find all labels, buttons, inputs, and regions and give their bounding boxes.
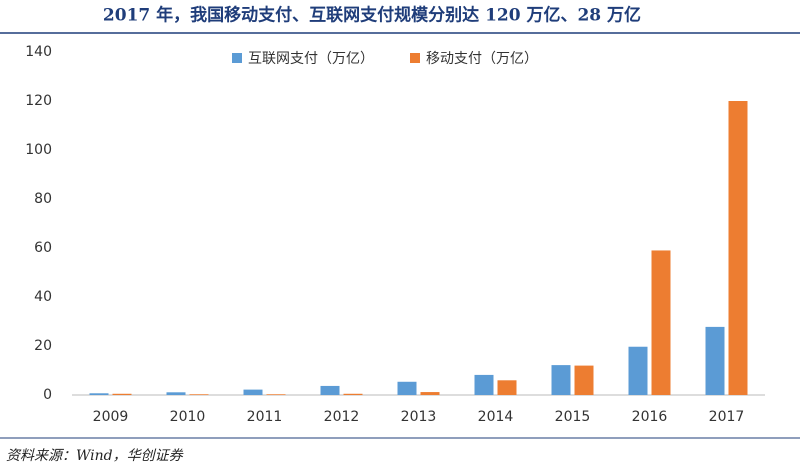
bar (705, 326, 725, 395)
bar (343, 393, 363, 395)
y-tick-label: 100 (25, 142, 52, 158)
bar (628, 346, 648, 395)
y-tick-label: 80 (34, 191, 52, 207)
y-tick-label: 20 (34, 338, 52, 354)
bar (166, 392, 186, 395)
bar (397, 381, 417, 395)
bar (497, 380, 517, 395)
legend-swatch (232, 53, 242, 63)
legend-label: 互联网支付（万亿） (248, 51, 374, 67)
y-tick-label: 140 (25, 44, 52, 60)
bar (189, 394, 209, 395)
x-tick-label: 2011 (247, 409, 283, 425)
x-tick-label: 2009 (93, 409, 129, 425)
x-tick-label: 2016 (632, 409, 668, 425)
bar (551, 365, 571, 395)
bar (243, 389, 263, 395)
x-tick-label: 2012 (324, 409, 360, 425)
y-tick-label: 0 (43, 387, 52, 403)
x-tick-label: 2010 (170, 409, 206, 425)
bar (89, 393, 109, 395)
source-note: 资料来源：Wind，华创证券 (6, 448, 184, 464)
y-tick-label: 60 (34, 240, 52, 256)
bar (574, 365, 594, 395)
y-tick-label: 40 (34, 289, 52, 305)
x-tick-label: 2014 (478, 409, 514, 425)
x-tick-label: 2013 (401, 409, 437, 425)
chart-title: 2017 年，我国移动支付、互联网支付规模分别达 120 万亿、28 万亿 (103, 5, 641, 26)
y-tick-label: 120 (25, 93, 52, 109)
legend-swatch (410, 53, 420, 63)
bar (112, 393, 132, 395)
bar (728, 101, 748, 395)
legend-label: 移动支付（万亿） (426, 51, 538, 67)
bar (420, 392, 440, 395)
x-tick-label: 2015 (555, 409, 591, 425)
bar (474, 374, 494, 395)
bar (266, 394, 286, 395)
bar (320, 385, 340, 395)
x-tick-label: 2017 (709, 409, 745, 425)
bar (651, 250, 671, 395)
